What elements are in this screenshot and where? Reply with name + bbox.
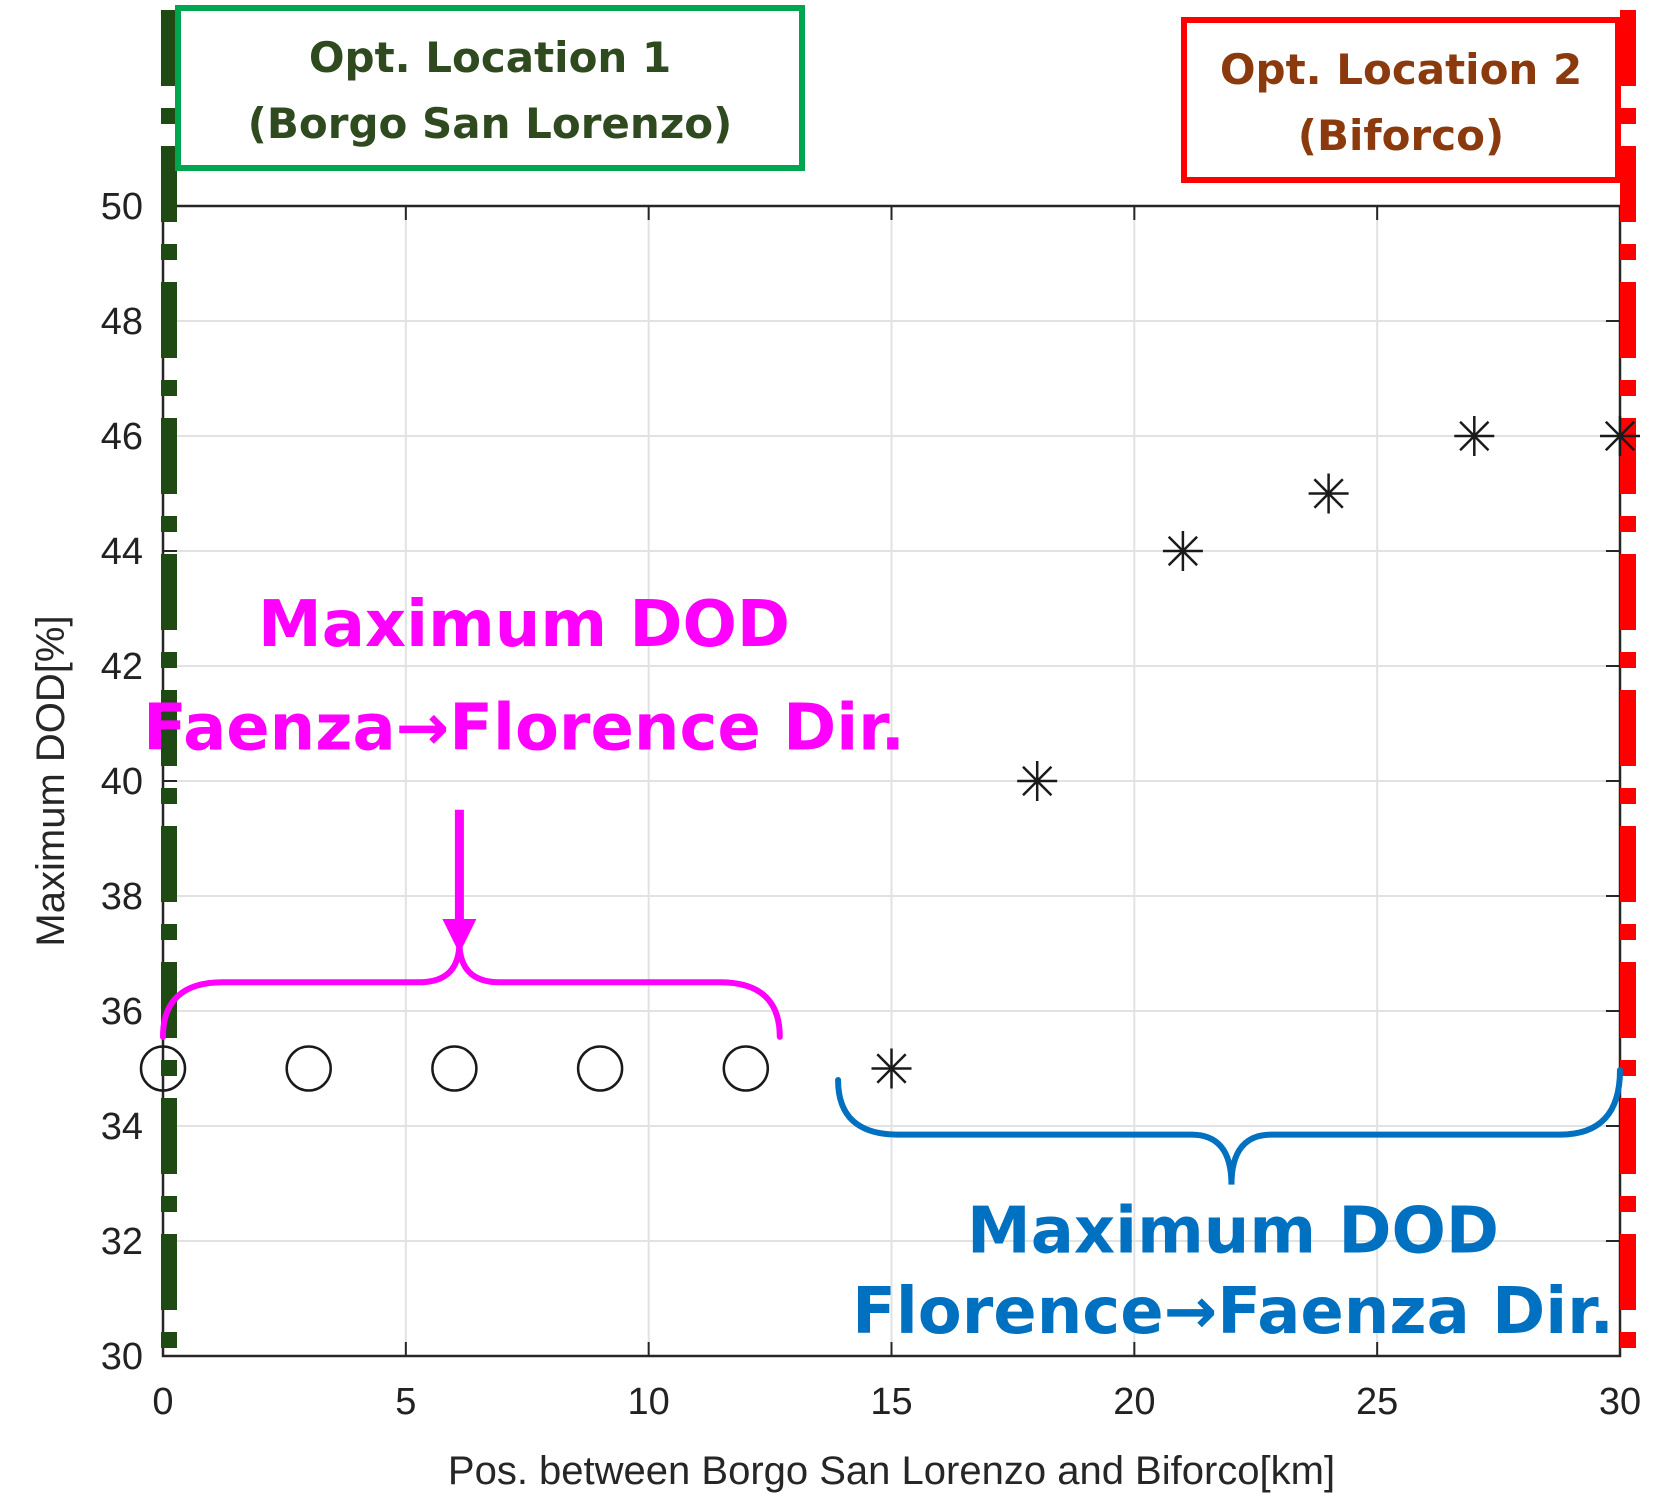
location-box-2-title: Opt. Location 2: [1220, 45, 1582, 94]
x-axis-label: Pos. between Borgo San Lorenzo and Bifor…: [448, 1449, 1335, 1493]
data-point-circle-4: [722, 1045, 770, 1092]
y-tick-label-44: 44: [101, 531, 143, 573]
y-tick-label-40: 40: [101, 761, 143, 803]
y-tick-label-30: 30: [101, 1336, 143, 1378]
y-tick-label-50: 50: [101, 186, 143, 228]
location-box-2: [1181, 17, 1621, 183]
annotation-1-title: Maximum DOD: [258, 588, 790, 662]
data-points: [139, 416, 1640, 1092]
location-box-1-subtitle: (Borgo San Lorenzo): [248, 99, 733, 148]
y-tick-label-42: 42: [101, 646, 143, 688]
data-point-asterisk-2: [1162, 531, 1203, 571]
data-point-asterisk-4: [1454, 416, 1495, 456]
data-point-circle-3: [576, 1045, 624, 1092]
x-tick-label-0: 0: [152, 1381, 173, 1423]
y-tick-label-46: 46: [101, 416, 143, 458]
y-tick-label-38: 38: [101, 876, 143, 918]
location-box-1: [175, 5, 805, 171]
annotations: Maximum DOD Faenza→Florence Dir. Maximum…: [143, 588, 1623, 1349]
data-point-asterisk-1: [1017, 761, 1058, 801]
y-tick-label-48: 48: [101, 301, 143, 343]
brace-florence-faenza: [835, 1067, 1623, 1185]
y-tick-label-36: 36: [101, 991, 143, 1033]
data-point-asterisk-5: [1600, 416, 1640, 456]
brace-faenza-florence: [160, 942, 783, 1040]
location-boxes: Opt. Location 1 (Borgo San Lorenzo) Opt.…: [175, 5, 1621, 183]
x-tick-label-10: 10: [628, 1381, 670, 1423]
x-tick-label-25: 25: [1356, 1381, 1398, 1423]
data-point-asterisk-0: [871, 1048, 912, 1089]
y-tick-label-32: 32: [101, 1221, 143, 1263]
location-lines: [161, 10, 1636, 1356]
arrowhead-faenza-florence: [442, 919, 477, 954]
annotation-1-direction: Faenza→Florence Dir.: [143, 691, 905, 765]
y-axis-label: Maximum DOD[%]: [29, 615, 73, 946]
annotation-2-direction: Florence→Faenza Dir.: [852, 1275, 1614, 1349]
x-tick-label-20: 20: [1113, 1381, 1155, 1423]
data-point-circle-2: [431, 1045, 478, 1092]
location-box-2-subtitle: (Biforco): [1298, 111, 1504, 160]
data-point-asterisk-3: [1308, 473, 1349, 514]
x-tick-label-5: 5: [395, 1381, 416, 1423]
y-ticks: 30 32 34 36 38 40 42 44 46 48 50: [101, 186, 1620, 1378]
location-box-1-title: Opt. Location 1: [309, 33, 671, 82]
data-point-circle-1: [285, 1045, 332, 1092]
y-tick-label-34: 34: [101, 1106, 143, 1148]
x-tick-label-30: 30: [1599, 1381, 1641, 1423]
x-tick-label-15: 15: [870, 1381, 912, 1423]
data-point-circle-0: [139, 1045, 187, 1092]
grid: [162, 205, 1621, 1357]
annotation-2-title: Maximum DOD: [967, 1195, 1499, 1269]
